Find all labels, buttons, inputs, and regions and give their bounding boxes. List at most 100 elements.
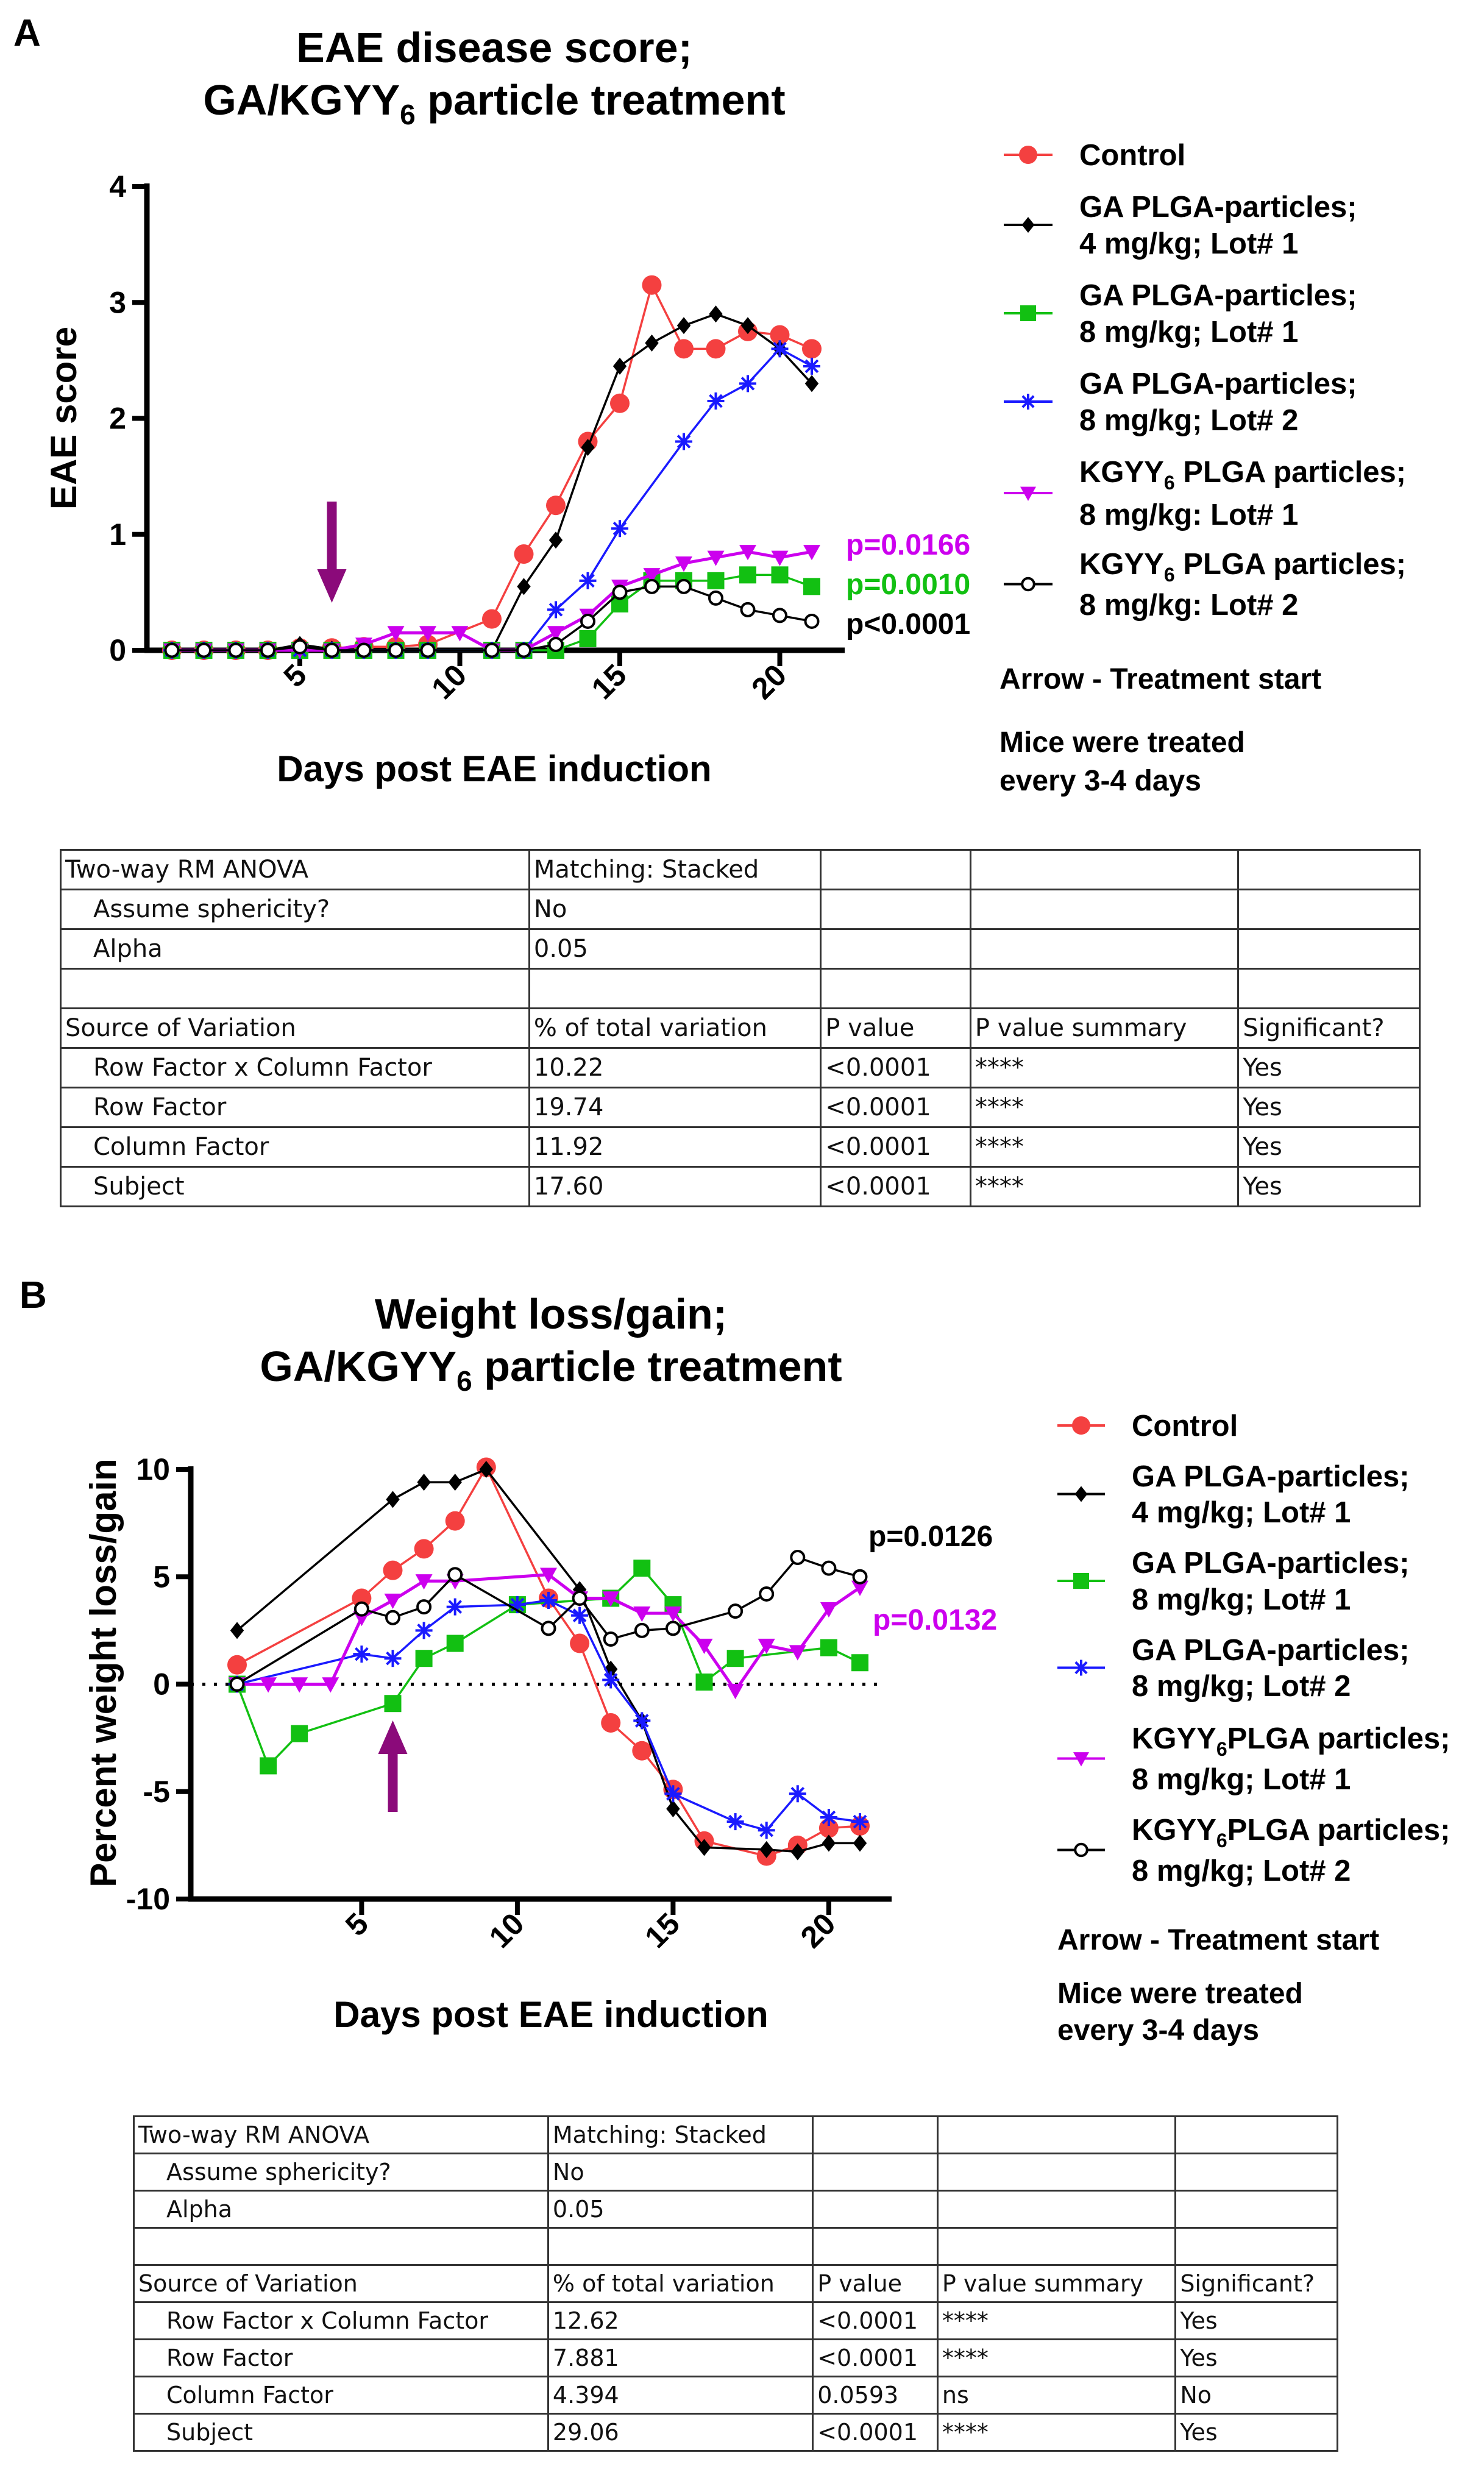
- data-point: [853, 1834, 867, 1852]
- data-point: [611, 520, 628, 538]
- legend-entry: GA PLGA-particles;8 mg/kg; Lot# 2: [1004, 367, 1357, 437]
- data-point: [514, 544, 534, 564]
- data-point: [388, 642, 403, 658]
- legend-label: GA PLGA-particles;: [1132, 1460, 1410, 1493]
- x-tick-label: 5: [339, 1906, 375, 1942]
- data-point: [697, 1839, 711, 1856]
- data-point: [789, 1645, 806, 1661]
- data-point: [820, 1639, 837, 1656]
- table-cell: Row Factor x Column Factor: [133, 2301, 549, 2340]
- data-point: [385, 1610, 400, 1625]
- data-point: [804, 613, 820, 629]
- panel-b-title-line2: GA/KGYY6 particle treatment: [260, 1343, 842, 1397]
- data-point: [633, 1560, 651, 1577]
- legend-label: 4 mg/kg; Lot# 1: [1132, 1496, 1351, 1529]
- data-point: [645, 334, 659, 352]
- data-point: [709, 305, 723, 323]
- table-cell: No: [528, 889, 822, 930]
- table-cell: [1174, 2190, 1338, 2229]
- y-axis-label: Percent weight loss/gain: [83, 1458, 124, 1887]
- table-row: Alpha 0.05: [133, 2190, 1338, 2229]
- table-cell: [936, 2115, 1177, 2154]
- legend-entry: KGYY6 PLGA particles; 8 mg/kg: Lot# 1: [1004, 456, 1406, 531]
- legend-entry: GA PLGA-particles; 8 mg/kg; Lot# 1: [1004, 279, 1357, 349]
- data-point: [820, 1602, 837, 1618]
- legend-entry: GA PLGA-particles;4 mg/kg; Lot# 1: [1057, 1460, 1410, 1529]
- table-cell: Subject: [60, 1166, 530, 1207]
- table-row: Two-way RM ANOVA Matching: Stacked: [133, 2115, 1338, 2154]
- table-cell: <0.0001: [820, 1166, 971, 1207]
- legend-label: 8 mg/kg; Lot# 1: [1132, 1763, 1351, 1796]
- table-row: Alpha 0.05: [60, 928, 1421, 970]
- data-point: [260, 1757, 277, 1775]
- panel-a-treat-note-2: every 3-4 days: [999, 765, 1201, 797]
- data-point: [445, 1511, 465, 1531]
- chart-b-weight: -10 -5 0 5 10 5 10 15 20 Days post EAE induction P…: [83, 1452, 997, 2035]
- table-cell: [60, 968, 530, 1009]
- data-point: [581, 439, 595, 456]
- table-row: Row Factor x Column Factor 10.22 <0.0001 **…: [60, 1047, 1421, 1088]
- table-cell: 11.92: [528, 1126, 822, 1168]
- y-tick-label: 2: [109, 402, 126, 436]
- table-cell: [936, 2153, 1177, 2192]
- data-point: [674, 339, 694, 359]
- table-cell: [1237, 889, 1421, 930]
- legend-label: GA PLGA-particles;: [1132, 1547, 1410, 1580]
- legend-entry: GA PLGA-particles;4 mg/kg; Lot# 1: [1004, 191, 1357, 260]
- x-tick-label: 20: [794, 1906, 842, 1954]
- data-point: [707, 392, 725, 410]
- legend-label: Control: [1132, 1410, 1238, 1443]
- table-cell: Row Factor: [133, 2338, 549, 2377]
- legend-label: GA PLGA-particles;: [1132, 1634, 1410, 1667]
- x-tick-label: 5: [277, 658, 313, 694]
- table-cell: Yes: [1237, 1087, 1421, 1128]
- series-1: [230, 1461, 867, 1861]
- panel-b-title-line1: Weight loss/gain;: [375, 1290, 727, 1338]
- table-cell: Assume sphericity?: [133, 2153, 549, 2192]
- table-cell: [1237, 968, 1421, 1009]
- p-value-label: p=0.0010: [846, 569, 970, 601]
- data-point: [1072, 1416, 1090, 1435]
- data-point: [384, 1695, 402, 1713]
- data-point: [726, 1813, 744, 1831]
- legend-label: 8 mg/kg; Lot# 1: [1079, 316, 1298, 349]
- y-tick-label: -5: [143, 1775, 170, 1809]
- data-point: [851, 1654, 868, 1672]
- table-cell: [936, 2227, 1177, 2266]
- y-tick-label: 10: [136, 1452, 170, 1486]
- data-point: [771, 550, 789, 566]
- data-point: [610, 393, 630, 413]
- table-cell: ****: [969, 1047, 1240, 1088]
- table-row: Two-way RM ANOVA Matching: Stacked: [60, 849, 1421, 890]
- data-point: [540, 1567, 557, 1583]
- table-cell: 10.22: [528, 1047, 822, 1088]
- data-point: [739, 545, 756, 561]
- data-point: [803, 578, 820, 595]
- data-point: [708, 590, 723, 606]
- table-cell: Assume sphericity?: [60, 889, 530, 930]
- data-point: [414, 1539, 434, 1559]
- data-point: [726, 1683, 744, 1700]
- table-cell: ****: [969, 1087, 1240, 1128]
- table-cell: Yes: [1237, 1047, 1421, 1088]
- table-cell: Yes: [1237, 1126, 1421, 1168]
- data-point: [1073, 1752, 1089, 1767]
- data-point: [571, 1606, 589, 1624]
- data-point: [643, 568, 661, 584]
- table-cell: [528, 968, 822, 1009]
- legend-entry: GA PLGA-particles;8 mg/kg; Lot# 2: [1057, 1634, 1410, 1703]
- data-point: [666, 1800, 680, 1817]
- table-cell: Source of Variation: [133, 2264, 549, 2303]
- data-point: [740, 317, 755, 335]
- table-cell: No: [547, 2153, 814, 2192]
- table-row: Subject 29.06 <0.0001 **** Yes: [133, 2413, 1338, 2452]
- data-point: [291, 1725, 308, 1742]
- data-point: [415, 1622, 433, 1639]
- table-cell: Subject: [133, 2413, 549, 2452]
- legend-label: 8 mg/kg; Lot# 1: [1132, 1583, 1351, 1616]
- data-point: [1021, 217, 1035, 233]
- data-point: [1020, 486, 1036, 501]
- legend-entry: KGYY6PLGA particles;8 mg/kg; Lot# 1: [1057, 1722, 1450, 1796]
- table-cell: Source of Variation: [60, 1007, 530, 1049]
- table-cell: % of total variation: [547, 2264, 814, 2303]
